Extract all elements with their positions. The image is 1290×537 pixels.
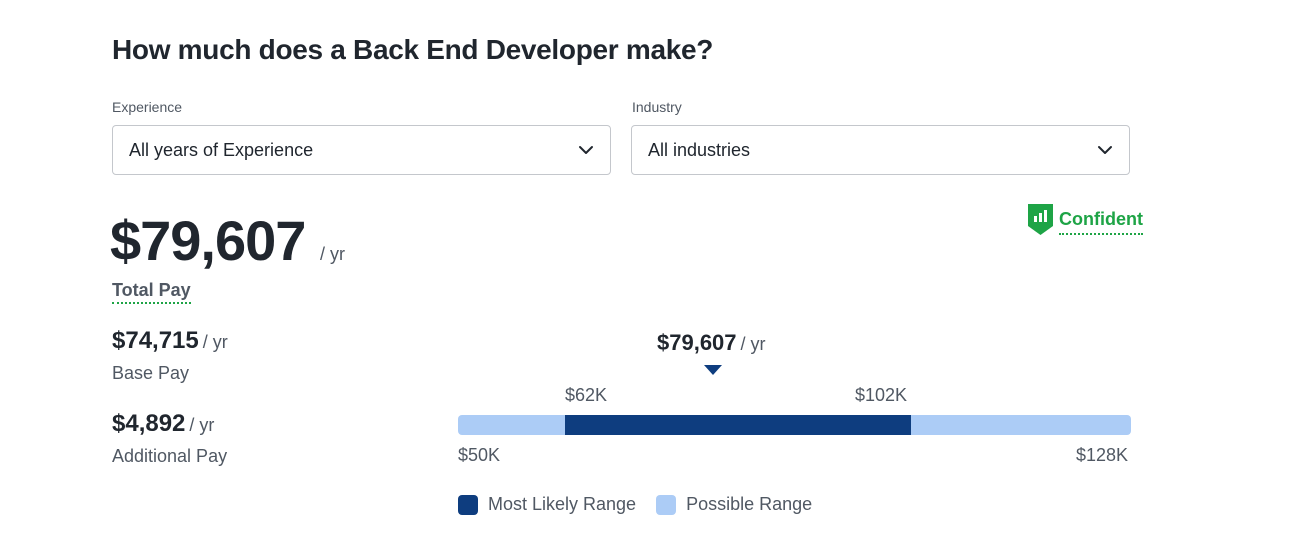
median-marker-unit: / yr: [740, 334, 766, 354]
median-marker-value: $79,607: [657, 330, 737, 355]
legend-label-possible: Possible Range: [686, 494, 813, 514]
industry-select[interactable]: All industries: [631, 125, 1130, 175]
most-likely-swatch-icon: [458, 494, 478, 515]
base-pay-label: Base Pay: [112, 363, 190, 383]
additional-pay-unit: / yr: [189, 415, 215, 435]
page-title: How much does a Back End Developer make?: [112, 34, 714, 65]
confidence-shield-icon: [1028, 204, 1053, 240]
total-pay-unit: / yr: [320, 244, 345, 264]
confidence-badge[interactable]: Confident: [1028, 204, 1143, 240]
additional-pay-value: $4,892: [112, 410, 186, 437]
legend-item-most-likely: Most Likely Range: [458, 494, 636, 515]
chevron-down-icon: [578, 142, 594, 158]
additional-pay-amount: $4,892/ yr: [112, 410, 214, 438]
median-marker-triangle-icon: [704, 365, 722, 375]
legend-item-possible: Possible Range: [656, 494, 812, 515]
total-pay-label[interactable]: Total Pay: [112, 280, 191, 304]
base-pay-amount: $74,715/ yr: [112, 327, 228, 355]
most-likely-range-bar: [565, 415, 911, 435]
total-pay-amount: $79,607: [110, 209, 306, 272]
chart-legend: Most Likely Range Possible Range: [458, 494, 812, 515]
possible-range-bar: [458, 415, 1131, 435]
experience-label: Experience: [112, 99, 183, 115]
experience-select[interactable]: All years of Experience: [112, 125, 611, 175]
likely-high-tick: $102K: [855, 385, 908, 405]
max-tick: $128K: [1076, 445, 1129, 465]
chevron-down-icon: [1097, 142, 1113, 158]
median-marker-label: $79,607/ yr: [657, 330, 766, 356]
industry-label: Industry: [632, 99, 682, 115]
confidence-label: Confident: [1059, 209, 1143, 235]
likely-low-tick: $62K: [565, 385, 608, 405]
industry-value: All industries: [648, 139, 751, 160]
additional-pay-label: Additional Pay: [112, 446, 228, 466]
legend-label-most-likely: Most Likely Range: [488, 494, 637, 514]
min-tick: $50K: [458, 445, 501, 465]
possible-swatch-icon: [656, 494, 677, 515]
base-pay-value: $74,715: [112, 327, 199, 354]
base-pay-unit: / yr: [202, 332, 228, 352]
experience-value: All years of Experience: [129, 139, 314, 160]
